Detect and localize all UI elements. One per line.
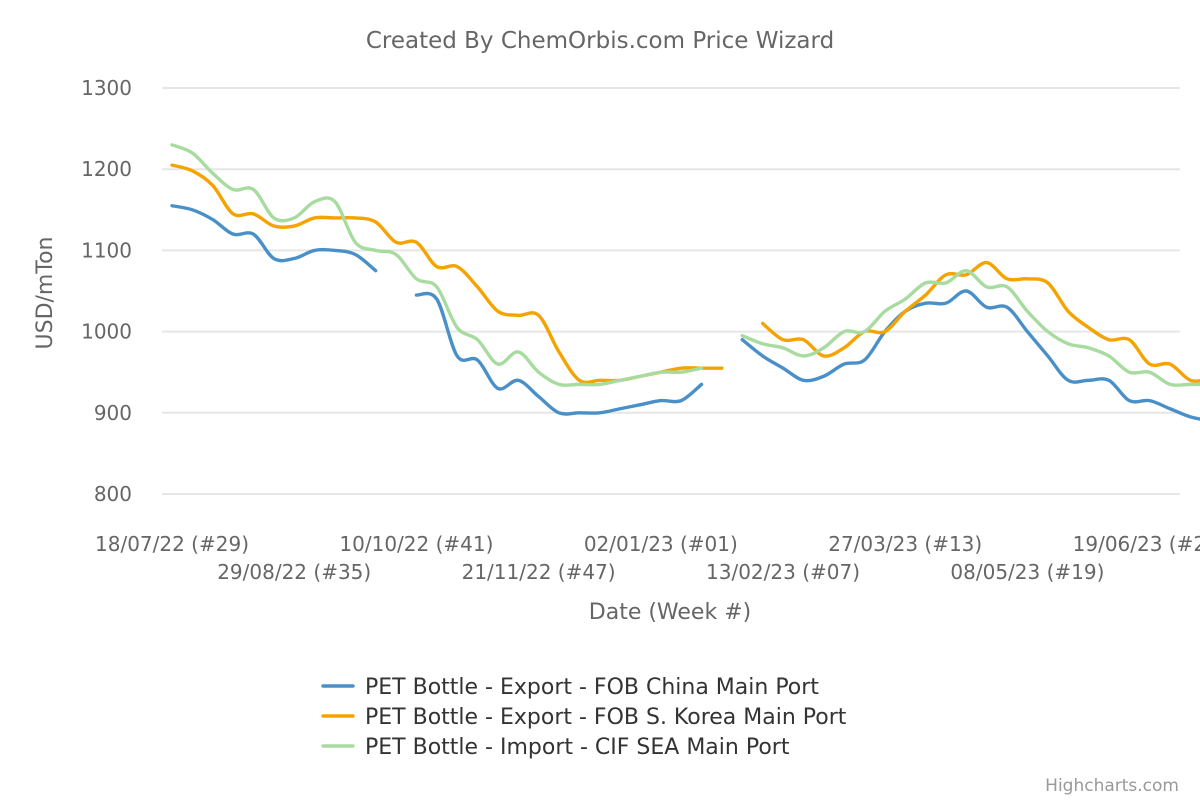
gridline-group xyxy=(162,87,1180,495)
x-tick-label: 13/02/23 (#07) xyxy=(706,560,860,584)
highcharts-credits[interactable]: Highcharts.com xyxy=(1045,776,1179,796)
legend-item-1[interactable]: PET Bottle - Export - FOB China Main Por… xyxy=(321,675,819,700)
x-tick-label: 02/01/23 (#01) xyxy=(584,532,738,556)
series-line-2-segment-2[interactable] xyxy=(760,260,1200,389)
x-tick-label: 08/05/23 (#19) xyxy=(950,560,1104,584)
legend-label: PET Bottle - Export - FOB S. Korea Main … xyxy=(365,705,847,730)
legend-label: PET Bottle - Export - FOB China Main Por… xyxy=(365,675,819,700)
series-line-3-segment-2[interactable] xyxy=(740,269,1200,387)
y-tick-label: 1200 xyxy=(81,157,132,181)
y-tick-label: 800 xyxy=(94,482,132,506)
y-axis-title: USD/mTon xyxy=(33,237,58,350)
x-axis-title: Date (Week #) xyxy=(589,600,751,625)
x-tick-label: 10/10/22 (#41) xyxy=(339,532,493,556)
x-tick-label: 19/06/23 (#25) xyxy=(1073,532,1200,556)
legend-item-2[interactable]: PET Bottle - Export - FOB S. Korea Main … xyxy=(321,705,847,730)
series-line-1-segment-2[interactable] xyxy=(414,291,704,416)
y-tick-label: 1300 xyxy=(81,76,132,100)
legend-item-3[interactable]: PET Bottle - Import - CIF SEA Main Port xyxy=(321,735,790,760)
chart-title: Created By ChemOrbis.com Price Wizard xyxy=(366,28,834,54)
y-axis-tick-label-group: 1300 1200 1100 1000 900 800 xyxy=(81,76,132,506)
y-tick-label: 1000 xyxy=(81,320,132,344)
x-tick-label: 29/08/22 (#35) xyxy=(217,560,371,584)
x-tick-label: 18/07/22 (#29) xyxy=(95,532,249,556)
series-line-1-segment-3[interactable] xyxy=(740,289,1200,421)
series-line-3-segment-1[interactable] xyxy=(170,143,704,387)
series-line-group xyxy=(170,143,1200,421)
series-line-2-segment-1[interactable] xyxy=(170,163,724,385)
legend-label: PET Bottle - Import - CIF SEA Main Port xyxy=(365,735,790,760)
x-tick-label: 27/03/23 (#13) xyxy=(828,532,982,556)
x-axis-tick-label-group: 18/07/22 (#29) 29/08/22 (#35) 10/10/22 (#4… xyxy=(95,532,1200,584)
legend[interactable]: PET Bottle - Export - FOB China Main Por… xyxy=(321,675,847,760)
x-tick-label: 21/11/22 (#47) xyxy=(462,560,616,584)
y-tick-label: 900 xyxy=(94,401,132,425)
series-line-1-segment-1[interactable] xyxy=(170,204,378,273)
y-tick-label: 1100 xyxy=(81,238,132,262)
